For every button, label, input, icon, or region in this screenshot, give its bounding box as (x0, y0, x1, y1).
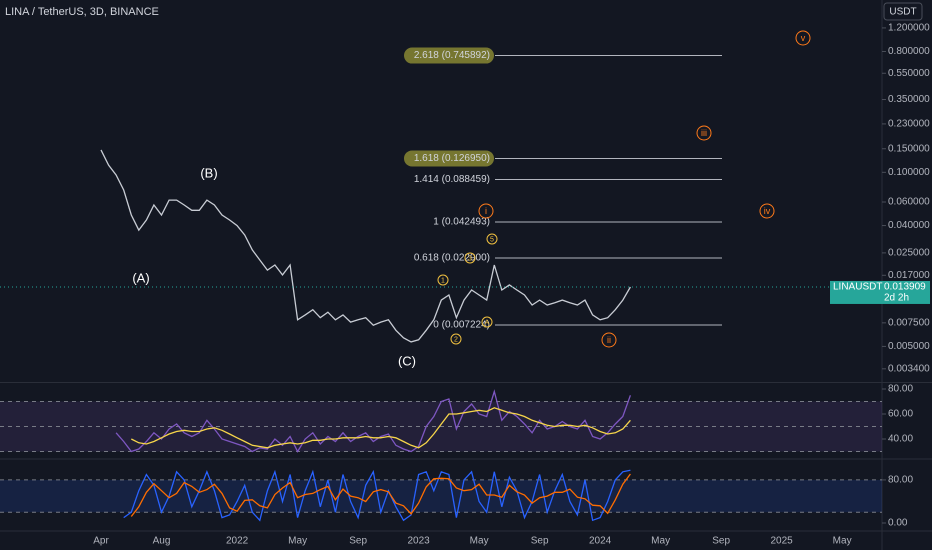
wave-label: ii (607, 335, 611, 345)
wave-label: iii (701, 128, 707, 138)
wave-label: 1 (441, 277, 445, 284)
y-tick-label: 0.040000 (888, 220, 930, 231)
wave-label: (C) (398, 353, 416, 368)
x-tick-label: May (288, 536, 307, 547)
fib-label: 0.618 (0.022900) (414, 253, 490, 264)
fib-label: 1.618 (0.126950) (414, 153, 490, 164)
y-tick-label: 0.005000 (888, 341, 930, 352)
y-tick-label: 0.100000 (888, 167, 930, 178)
series-line (115, 389, 632, 453)
chart-title: LINA / TetherUS, 3D, BINANCE (5, 6, 159, 18)
y-tick-label: 0.025000 (888, 248, 930, 259)
wave-circle (478, 203, 494, 219)
y-tick-label: 0.350000 (888, 94, 930, 105)
wave-label: (B) (200, 165, 217, 180)
wave-label: v (801, 33, 806, 43)
x-tick-label: Sep (712, 536, 730, 547)
wave-label: iv (764, 206, 771, 216)
wave-circle (795, 30, 811, 46)
wave-label: 2 (454, 336, 458, 343)
series-line (100, 149, 631, 343)
x-tick-label: Sep (531, 536, 549, 547)
highlight (404, 47, 494, 64)
wave-circle (759, 203, 775, 219)
y-tick-label: 0.007500 (888, 317, 930, 328)
highlight (404, 150, 494, 167)
series-line (123, 469, 631, 522)
wave-label: 5 (490, 236, 494, 243)
last-price-tag (830, 280, 930, 304)
wave-label: 3 (468, 255, 472, 262)
fib-label: 2.618 (0.745892) (414, 50, 490, 61)
x-tick-label: May (833, 536, 852, 547)
y-tick-label: 0.060000 (888, 197, 930, 208)
wave-label: A (485, 319, 490, 326)
y-tick-label: 0.017000 (888, 270, 930, 281)
x-tick-label: May (470, 536, 489, 547)
y-tick-label: 80.00 (888, 475, 913, 486)
x-tick-label: 2023 (408, 536, 431, 547)
x-tick-label: 2022 (226, 536, 249, 547)
wave-circle (481, 316, 493, 328)
unit-label: USDT (889, 7, 916, 18)
x-tick-label: Apr (93, 536, 109, 547)
unit-box[interactable] (883, 2, 923, 21)
fib-label: 0 (0.007224) (433, 320, 490, 331)
fib-label: 1.414 (0.088459) (414, 174, 490, 185)
y-tick-label: 0.150000 (888, 143, 930, 154)
y-tick-label: 0.003400 (888, 363, 930, 374)
countdown: 2d 2h (884, 293, 909, 304)
y-tick-label: 1.200000 (888, 23, 930, 34)
wave-circle (437, 274, 449, 286)
y-tick-label: 40.00 (888, 434, 913, 445)
last-price-symbol: LINAUSDT (833, 282, 882, 293)
y-tick-label: 60.00 (888, 409, 913, 420)
y-tick-label: 0.00 (888, 518, 908, 529)
wave-circle (450, 333, 462, 345)
y-tick-label: 0.230000 (888, 119, 930, 130)
series-line (131, 407, 631, 449)
x-tick-label: May (651, 536, 670, 547)
wave-circle (464, 252, 476, 264)
last-price-value: 0.013909 (884, 282, 926, 293)
y-tick-label: 80.00 (888, 384, 913, 395)
wave-circle (486, 233, 498, 245)
band (0, 479, 882, 513)
x-tick-label: 2024 (589, 536, 612, 547)
wave-circle (601, 332, 617, 348)
series-line (130, 473, 631, 517)
y-tick-label: 0.800000 (888, 46, 930, 57)
y-tick-label: 0.550000 (888, 68, 930, 79)
x-tick-label: Sep (349, 536, 367, 547)
x-tick-label: Aug (153, 536, 171, 547)
wave-label: i (485, 206, 487, 216)
wave-label: (A) (132, 270, 149, 285)
wave-circle (696, 125, 712, 141)
x-tick-label: 2025 (771, 536, 794, 547)
fib-label: 1 (0.042493) (433, 217, 490, 228)
